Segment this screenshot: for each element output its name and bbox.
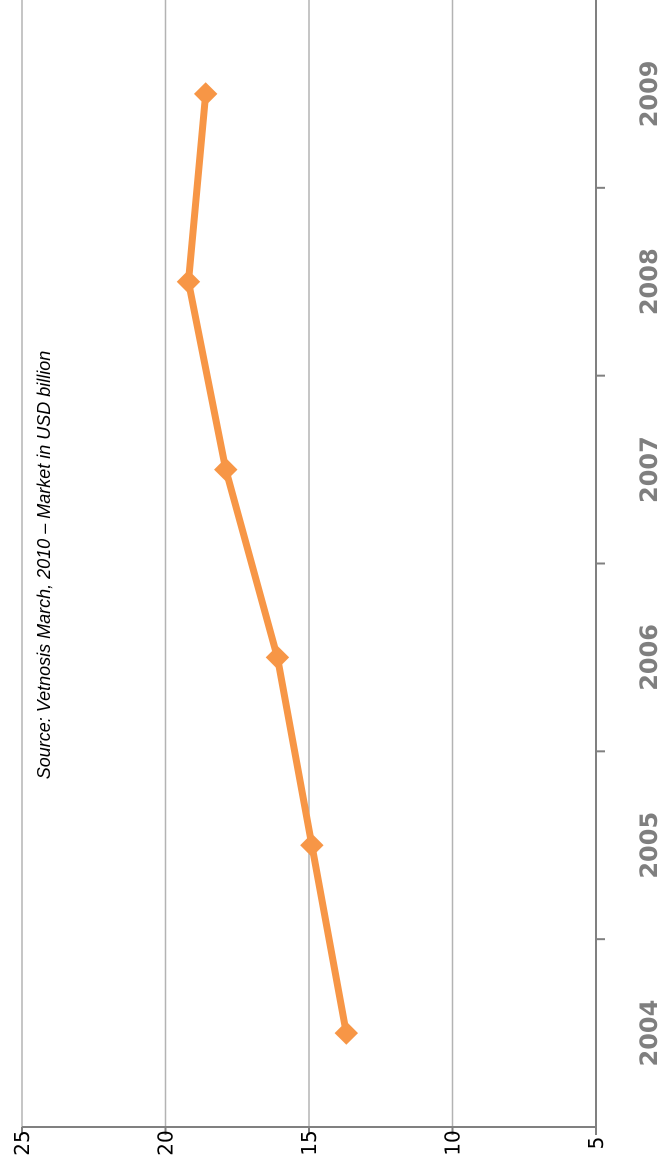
y-tick-label-5: 5 bbox=[584, 1137, 608, 1150]
y-tick-labels: 5 10 15 20 25 bbox=[10, 1130, 608, 1155]
y-tick-label-10: 10 bbox=[441, 1130, 465, 1155]
data-point-2006 bbox=[265, 645, 290, 670]
data-point-2007 bbox=[214, 457, 238, 482]
data-point-2004 bbox=[334, 1021, 359, 1045]
series-line-0 bbox=[184, 90, 350, 1037]
x-tick-labels: 2004 2005 2006 2007 2008 2009 bbox=[635, 61, 663, 1067]
data-point-2009 bbox=[193, 82, 218, 106]
x-tick-label-2008: 2008 bbox=[635, 248, 663, 315]
y-tick-label-15: 15 bbox=[297, 1130, 321, 1155]
gridlines bbox=[21, 0, 454, 1127]
x-tick-label-2007: 2007 bbox=[635, 436, 663, 503]
data-point-2005 bbox=[300, 833, 324, 857]
x-tick-label-2004: 2004 bbox=[635, 1000, 663, 1067]
data-point-2008 bbox=[176, 270, 201, 294]
x-tick-label-2006: 2006 bbox=[635, 624, 663, 691]
x-tick-label-2005: 2005 bbox=[635, 812, 663, 879]
axes bbox=[21, 0, 605, 1135]
series-group bbox=[176, 82, 359, 1045]
x-tick-label-2009: 2009 bbox=[635, 61, 663, 128]
y-tick-label-25: 25 bbox=[10, 1130, 34, 1155]
y-tick-label-20: 20 bbox=[154, 1130, 178, 1155]
source-annotation: Source: Vetnosis March, 2010 – Market in… bbox=[34, 351, 54, 780]
